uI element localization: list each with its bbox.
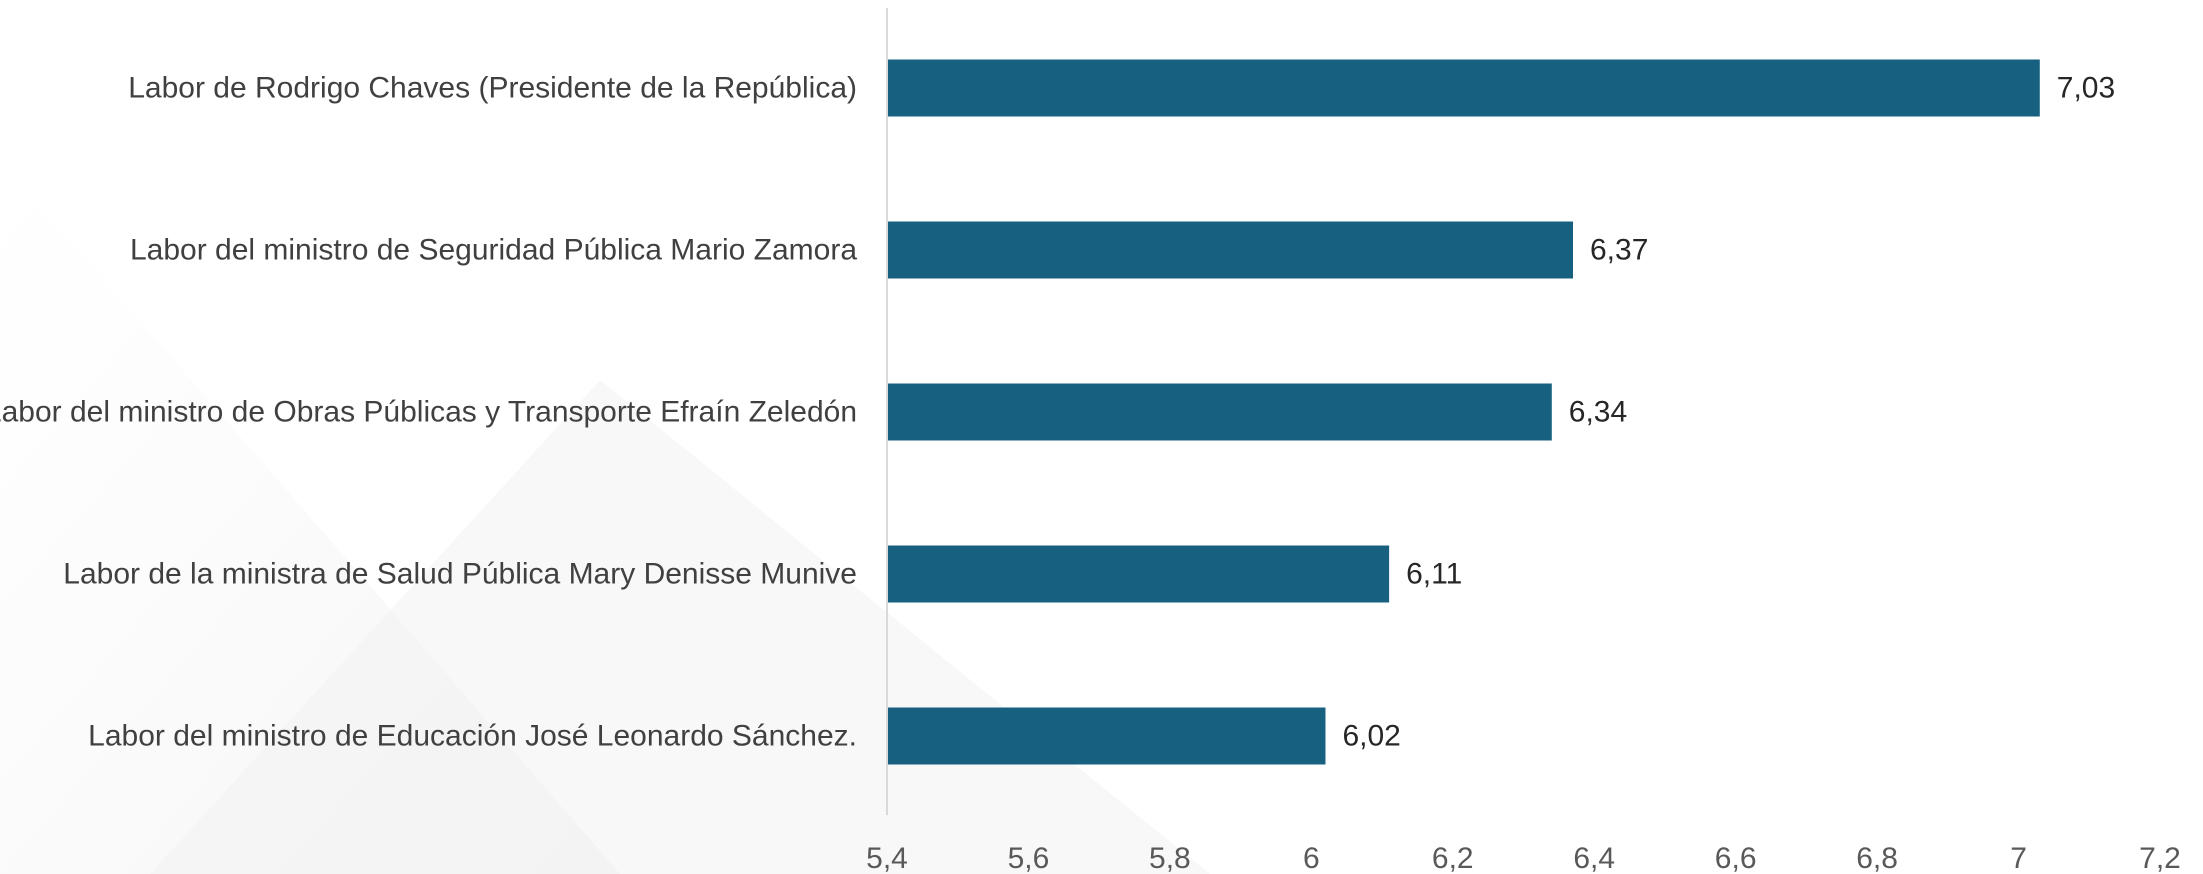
data-label: 7,03: [2057, 72, 2115, 105]
x-tick-label: 7: [2010, 842, 2027, 874]
bar: [887, 221, 1574, 279]
bar: [887, 707, 1326, 765]
category-label: Labor de Rodrigo Chaves (Presidente de l…: [128, 72, 857, 105]
x-tick-label: 6: [1303, 842, 1320, 874]
x-tick-label: 6,2: [1432, 842, 1474, 874]
data-label: 6,34: [1569, 396, 1627, 429]
x-tick-label: 5,4: [866, 842, 908, 874]
data-label: 6,11: [1406, 558, 1462, 591]
x-tick-label: 6,6: [1715, 842, 1757, 874]
bar: [887, 383, 1552, 441]
x-tick-label: 6,8: [1856, 842, 1898, 874]
x-tick-label: 5,8: [1149, 842, 1191, 874]
data-label: 6,02: [1342, 720, 1400, 753]
data-label: 6,37: [1590, 234, 1648, 267]
category-label: Labor del ministro de Obras Públicas y T…: [0, 396, 857, 429]
bar: [887, 59, 2040, 117]
category-label: Labor del ministro de Seguridad Pública …: [130, 234, 857, 267]
x-tick-label: 7,2: [2139, 842, 2181, 874]
x-tick-label: 6,4: [1573, 842, 1615, 874]
category-label: Labor de la ministra de Salud Pública Ma…: [63, 558, 857, 591]
category-label: Labor del ministro de Educación José Leo…: [88, 720, 857, 753]
x-tick-label: 5,6: [1008, 842, 1050, 874]
bar: [887, 545, 1390, 603]
